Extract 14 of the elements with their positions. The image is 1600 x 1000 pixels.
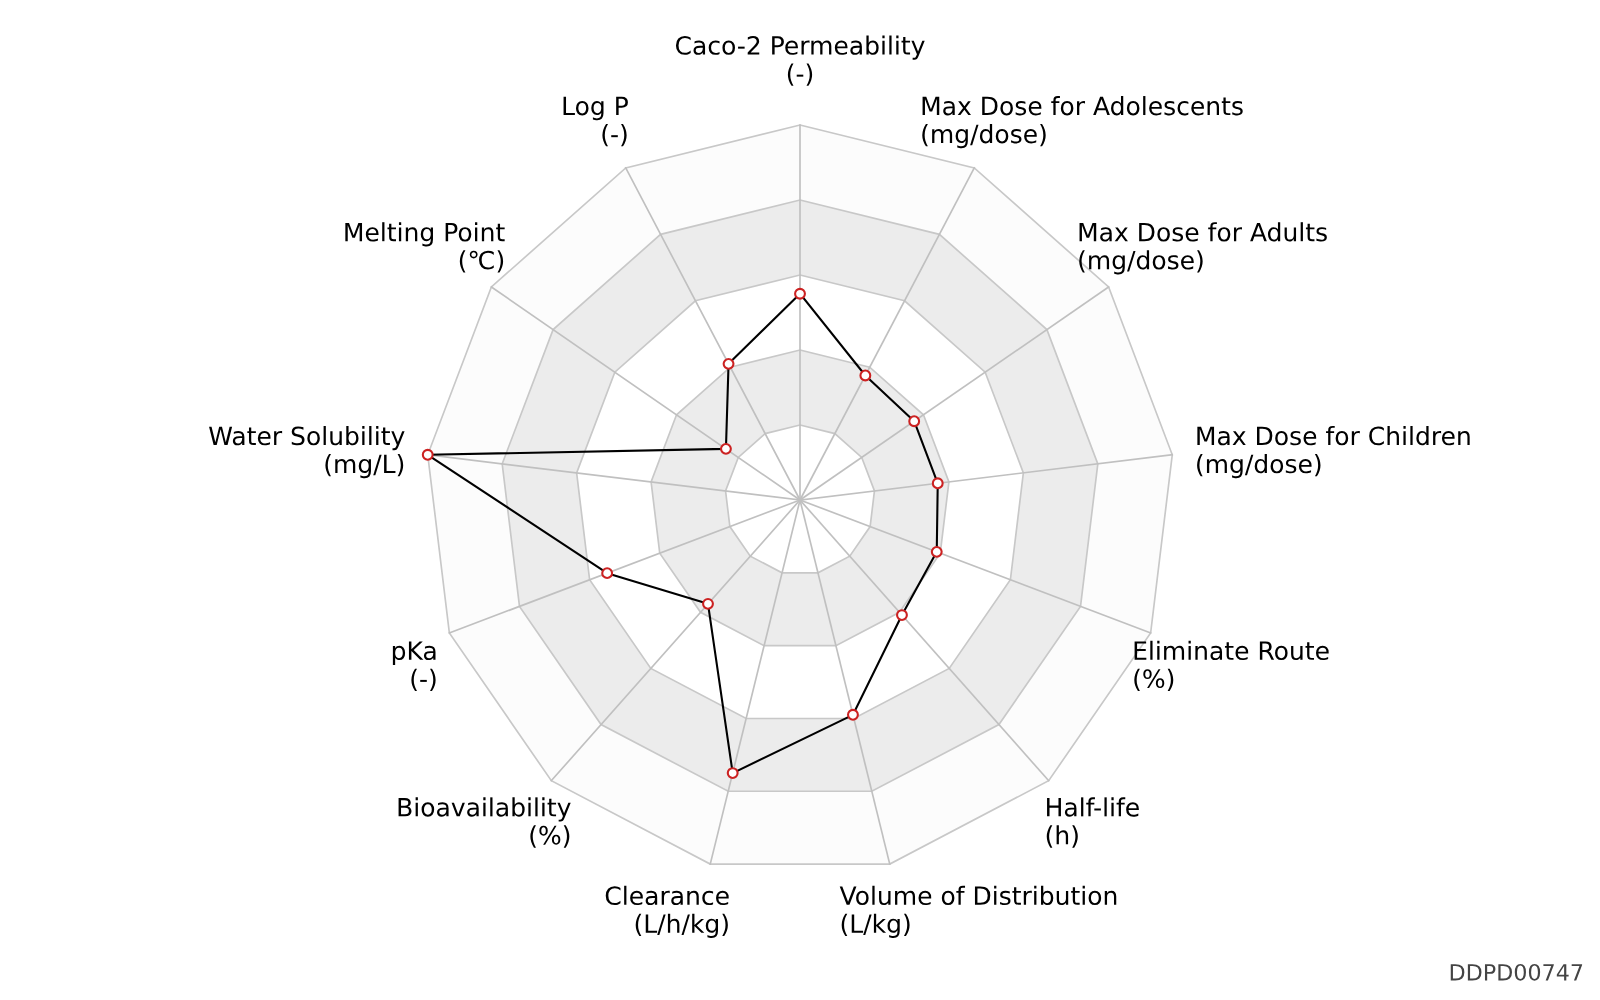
spoke-label: pKa (-) — [392, 641, 436, 692]
spoke-label: Bioavailability (%) — [398, 797, 571, 848]
text: DDPD00747 — [1450, 963, 1583, 981]
spoke-label: Log P (-) — [563, 96, 628, 147]
spoke-label: Water Solubility (mg/L) — [209, 425, 405, 479]
spoke-label: Half-life (h) — [1046, 797, 1139, 848]
spoke-label: Melting Point (℃) — [345, 222, 505, 273]
spoke-label: Max Dose for Adolescents (mg/dose) — [922, 96, 1243, 149]
spoke-label: Volume of Distribution (L/kg) — [839, 885, 1117, 938]
spoke-label: Max Dose for Adults (mg/dose) — [1079, 222, 1327, 275]
spoke-label: Max Dose for Children (mg/dose) — [1197, 425, 1470, 479]
spoke-label: Caco-2 Permeability (-) — [675, 35, 925, 86]
spoke-label: Clearance (L/h/kg) — [605, 885, 729, 938]
spoke-label: Eliminate Route (%) — [1134, 640, 1329, 692]
